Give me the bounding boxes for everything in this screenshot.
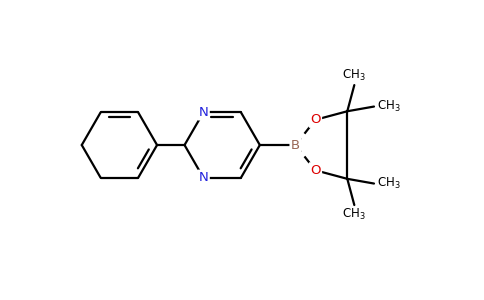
Text: CH$_3$: CH$_3$ — [343, 207, 366, 222]
Text: O: O — [310, 113, 320, 126]
Text: CH$_3$: CH$_3$ — [377, 99, 401, 114]
Text: CH$_3$: CH$_3$ — [343, 68, 366, 83]
Text: B: B — [291, 139, 300, 152]
Text: O: O — [310, 164, 320, 177]
Text: N: N — [198, 171, 208, 184]
Text: CH$_3$: CH$_3$ — [377, 176, 401, 191]
Text: N: N — [198, 106, 208, 119]
